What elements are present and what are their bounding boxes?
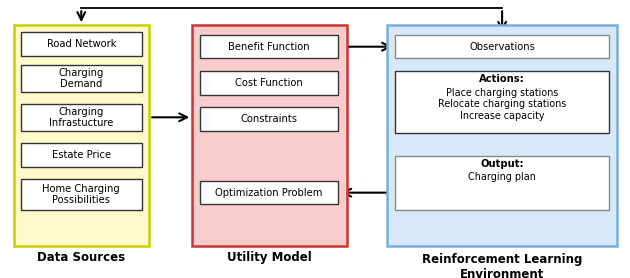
Text: Charging
Infrastucture: Charging Infrastucture [49, 107, 113, 128]
Text: Cost Function: Cost Function [235, 78, 303, 88]
Text: Constraints: Constraints [241, 114, 297, 124]
Text: Optimization Problem: Optimization Problem [215, 188, 323, 197]
Text: Output:: Output: [480, 159, 524, 169]
Text: Observations: Observations [469, 42, 535, 51]
Text: Reinforcement Learning
Environment: Reinforcement Learning Environment [422, 253, 582, 278]
Text: Data Sources: Data Sources [37, 251, 125, 264]
Text: Benefit Function: Benefit Function [228, 42, 310, 51]
Text: Actions:: Actions: [479, 74, 525, 84]
Text: Place charging stations
Relocate charging stations
Increase capacity: Place charging stations Relocate chargin… [438, 88, 566, 121]
Text: Estate Price: Estate Price [52, 150, 111, 160]
Text: Charging plan: Charging plan [468, 172, 536, 182]
Text: Utility Model: Utility Model [227, 251, 311, 264]
Text: Home Charging
Possibilities: Home Charging Possibilities [42, 184, 120, 205]
Text: Charging
Demand: Charging Demand [59, 68, 104, 89]
Text: Road Network: Road Network [47, 39, 116, 49]
